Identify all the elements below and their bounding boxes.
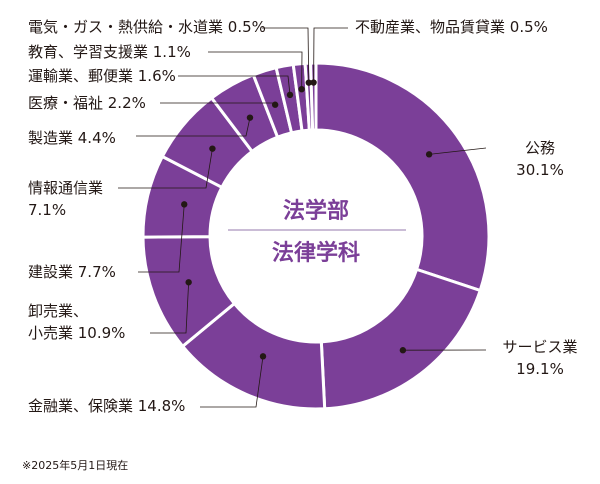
leader-line [208,51,303,90]
slice-label-line: 不動産業、物品賃貸業 0.5% [355,18,548,36]
slice-label-line: サービス業 [502,338,577,356]
slice-labels: 公務 30.1% サービス業 19.1% 金融業、保険業 14.8% 卸売業、小売業 10… [28,18,578,415]
slice-label: 不動産業、物品賃貸業 0.5% [355,18,548,36]
slice-label: 教育、学習支援業 1.1% [28,43,191,61]
leader-dot [298,85,305,93]
slice-label: 建設業 7.7% [28,263,116,281]
slice-label-line: 7.1% [28,201,66,219]
leader-lines [118,27,487,408]
slice-label-line: 19.1% [516,360,564,378]
leader-line [262,27,310,83]
leader-dot [271,101,279,108]
leader-line [136,117,251,137]
leader-dot [259,353,267,360]
slice-label: 電気・ガス・熱供給・水道業 0.5% [28,18,266,36]
center-title: 法学部 法律学科 [228,198,406,266]
slice-label-line: 製造業 4.4% [28,129,116,147]
slice-label: 公務 30.1% [516,139,564,179]
slice-label-line: 小売業 10.9% [28,324,125,342]
leader-line [313,27,348,83]
center-title-line2: 法律学科 [272,240,360,266]
slice-label-line: 運輸業、郵便業 1.6% [28,67,176,85]
slice-label-line: 教育、学習支援業 1.1% [28,43,191,61]
slice-label: 金融業、保険業 14.8% [28,397,185,415]
leader-dot [425,151,433,158]
center-title-line1: 法学部 [283,198,349,224]
leader-dot [246,114,254,121]
leader-dot [399,347,407,354]
slice-label-line: 電気・ガス・熱供給・水道業 0.5% [28,18,266,36]
leader-line [200,356,264,408]
footnote: ※2025年5月1日現在 [22,459,129,472]
slice-label: 卸売業、小売業 10.9% [28,302,125,342]
donut-slice [314,61,491,293]
leader-dot [185,279,192,286]
slice-label: サービス業 19.1% [502,338,577,378]
leader-dot [305,79,312,86]
slice-label-line: 卸売業、 [28,302,88,320]
slice-label: 運輸業、郵便業 1.6% [28,67,176,85]
donut-slice [319,267,483,411]
leader-line [429,147,487,155]
slice-label-line: 情報通信業 [28,179,103,197]
leader-dot [286,91,294,99]
leader-line [138,204,185,273]
slice-label-line: 金融業、保険業 14.8% [28,397,185,415]
slice-label-line: 30.1% [516,161,564,179]
slice-label: 製造業 4.4% [28,129,116,147]
leader-dot [181,201,188,208]
slice-label-line: 医療・福祉 2.2% [28,94,146,112]
slice-label-line: 建設業 7.7% [28,263,116,281]
slice-label: 情報通信業 7.1% [28,179,103,219]
slice-label: 医療・福祉 2.2% [28,94,146,112]
leader-dot [209,145,216,152]
slice-label-line: 公務 [525,139,555,157]
leader-line [118,148,213,189]
leader-line [150,282,190,334]
leader-line [178,75,291,95]
donut-slices [141,61,491,411]
leader-dot [310,79,317,86]
